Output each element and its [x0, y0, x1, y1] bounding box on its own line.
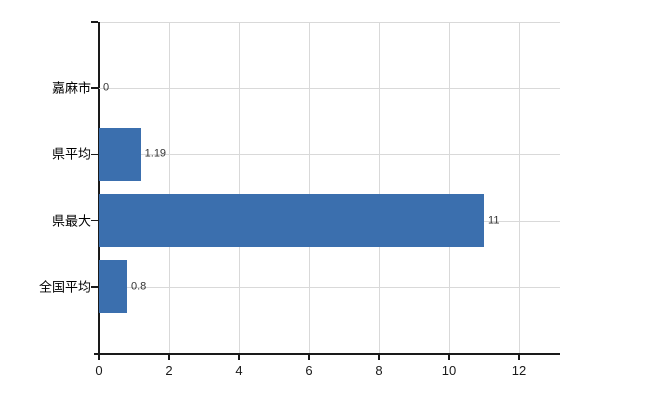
bar	[99, 127, 141, 181]
value-label: 0	[103, 81, 110, 94]
y-gridline	[99, 286, 560, 288]
bar	[99, 260, 127, 314]
category-label: 全国平均	[38, 279, 91, 295]
category-label: 県最大	[51, 213, 91, 229]
x-tick-label: 8	[375, 363, 383, 378]
x-gridline	[169, 22, 170, 353]
y-axis-tick	[91, 87, 98, 89]
x-tick-label: 2	[165, 363, 173, 378]
x-axis-tick	[168, 355, 170, 360]
y-axis-line	[98, 22, 100, 353]
x-tick-label: 10	[441, 363, 457, 378]
category-label: 県平均	[51, 146, 91, 162]
x-axis-tick	[98, 355, 100, 360]
x-axis-tick	[238, 355, 240, 360]
x-gridline	[449, 22, 451, 353]
y-gridline	[99, 154, 560, 156]
x-gridline	[379, 22, 381, 353]
x-tick-label: 0	[95, 363, 103, 378]
bar	[99, 194, 485, 248]
x-axis-line	[94, 353, 560, 355]
y-axis-tick	[91, 286, 98, 288]
x-gridline	[519, 22, 521, 353]
x-axis-tick	[378, 355, 380, 360]
y-gridline	[99, 88, 560, 90]
category-label: 嘉麻市	[51, 80, 91, 96]
plot-top-border	[99, 22, 560, 23]
y-axis-tick	[91, 219, 98, 222]
x-tick-label: 4	[235, 363, 243, 378]
y-axis-tick	[91, 21, 98, 23]
y-axis-tick	[91, 153, 98, 156]
x-gridline	[239, 22, 240, 353]
x-tick-label: 6	[305, 363, 313, 378]
x-axis-tick	[448, 355, 450, 360]
x-tick-label: 12	[511, 363, 527, 378]
x-gridline	[309, 22, 311, 353]
value-label: 0.8	[131, 280, 147, 293]
x-axis-tick	[308, 355, 310, 360]
x-axis-tick	[518, 355, 520, 360]
plot-area: 0 2 4 6 8 10 12 嘉麻市 0 県平均 1.19 県最大 11 全国平均 0.8	[39, 21, 560, 377]
value-label: 1.19	[144, 147, 167, 160]
value-label: 11	[488, 214, 500, 227]
